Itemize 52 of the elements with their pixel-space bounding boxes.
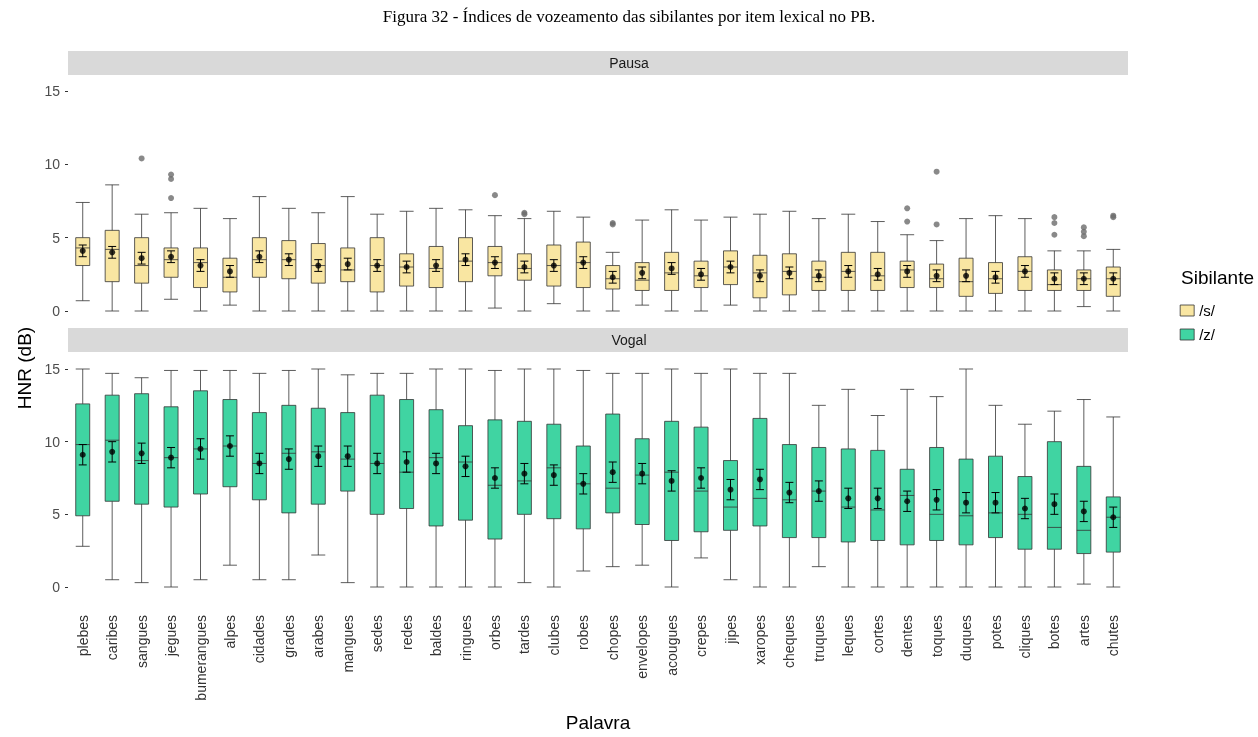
x-tick-label: chopes xyxy=(604,615,621,661)
y-tick-label: 10 xyxy=(44,433,61,450)
x-tick-label: clubes xyxy=(545,615,562,656)
x-tick-label: cortes xyxy=(869,615,886,654)
y-tick-label: 5 xyxy=(52,229,61,246)
x-tick-label: artes xyxy=(1075,615,1092,647)
x-tick-label: jegues xyxy=(163,615,180,658)
x-tick-label: truques xyxy=(810,615,827,662)
x-tick-label: cidades xyxy=(251,615,268,664)
x-tick-label: chutes xyxy=(1105,615,1122,657)
chart-subtitle: Vogal xyxy=(611,332,647,348)
x-tick-label: xaropes xyxy=(751,615,768,665)
x-tick-label: redes xyxy=(398,615,415,651)
y-tick-label: 5 xyxy=(52,506,61,523)
x-tick-label: alpes xyxy=(221,615,238,649)
x-tick-label: botes xyxy=(1046,615,1063,650)
x-tick-label: ringues xyxy=(457,615,474,661)
x-tick-label: sangues xyxy=(133,615,150,668)
x-tick-label: tardes xyxy=(516,615,533,654)
x-tick-label: plebes xyxy=(74,615,91,657)
x-tick-label: sedes xyxy=(369,615,386,653)
x-tick-label: crepes xyxy=(693,615,710,658)
x-tick-label: arabes xyxy=(310,615,327,658)
x-tick-label: bumerangues xyxy=(192,615,209,701)
legend-label: /s/ xyxy=(1199,302,1216,319)
x-tick-label: envelopes xyxy=(634,615,651,679)
x-tick-label: duques xyxy=(958,615,975,661)
x-tick-label: cliques xyxy=(1016,615,1033,659)
x-tick-label: potes xyxy=(987,615,1004,650)
legend-label: /z/ xyxy=(1199,326,1216,343)
chart-subtitle: Pausa xyxy=(609,55,650,71)
x-tick-label: mangues xyxy=(339,615,356,673)
x-tick-label: orbes xyxy=(486,615,503,651)
legend-title: Sibilante xyxy=(1181,267,1255,288)
y-tick-label: 15 xyxy=(44,83,61,99)
x-tick-label: robes xyxy=(575,615,592,651)
x-tick-label: leques xyxy=(840,615,857,657)
y-axis-title: HNR (dB) xyxy=(13,326,35,410)
x-tick-label: caribes xyxy=(104,615,121,661)
y-tick-label: 0 xyxy=(52,579,61,595)
y-tick-label: 15 xyxy=(44,361,61,377)
y-tick-label: 0 xyxy=(52,303,61,319)
x-tick-label: acougues xyxy=(663,615,680,676)
x-tick-label: baldes xyxy=(428,615,445,657)
x-tick-label: jipes xyxy=(722,615,739,645)
x-tick-label: grades xyxy=(280,615,297,658)
x-tick-label: dentes xyxy=(899,615,916,658)
x-axis-title: Palavra xyxy=(565,712,631,733)
chart-title: Figura 32 - Índices de vozeamento das sibilantes por item lexical no PB. xyxy=(382,7,876,26)
y-tick-label: 10 xyxy=(44,156,61,173)
x-tick-label: cheques xyxy=(781,615,798,668)
x-tick-label: toques xyxy=(928,615,945,658)
